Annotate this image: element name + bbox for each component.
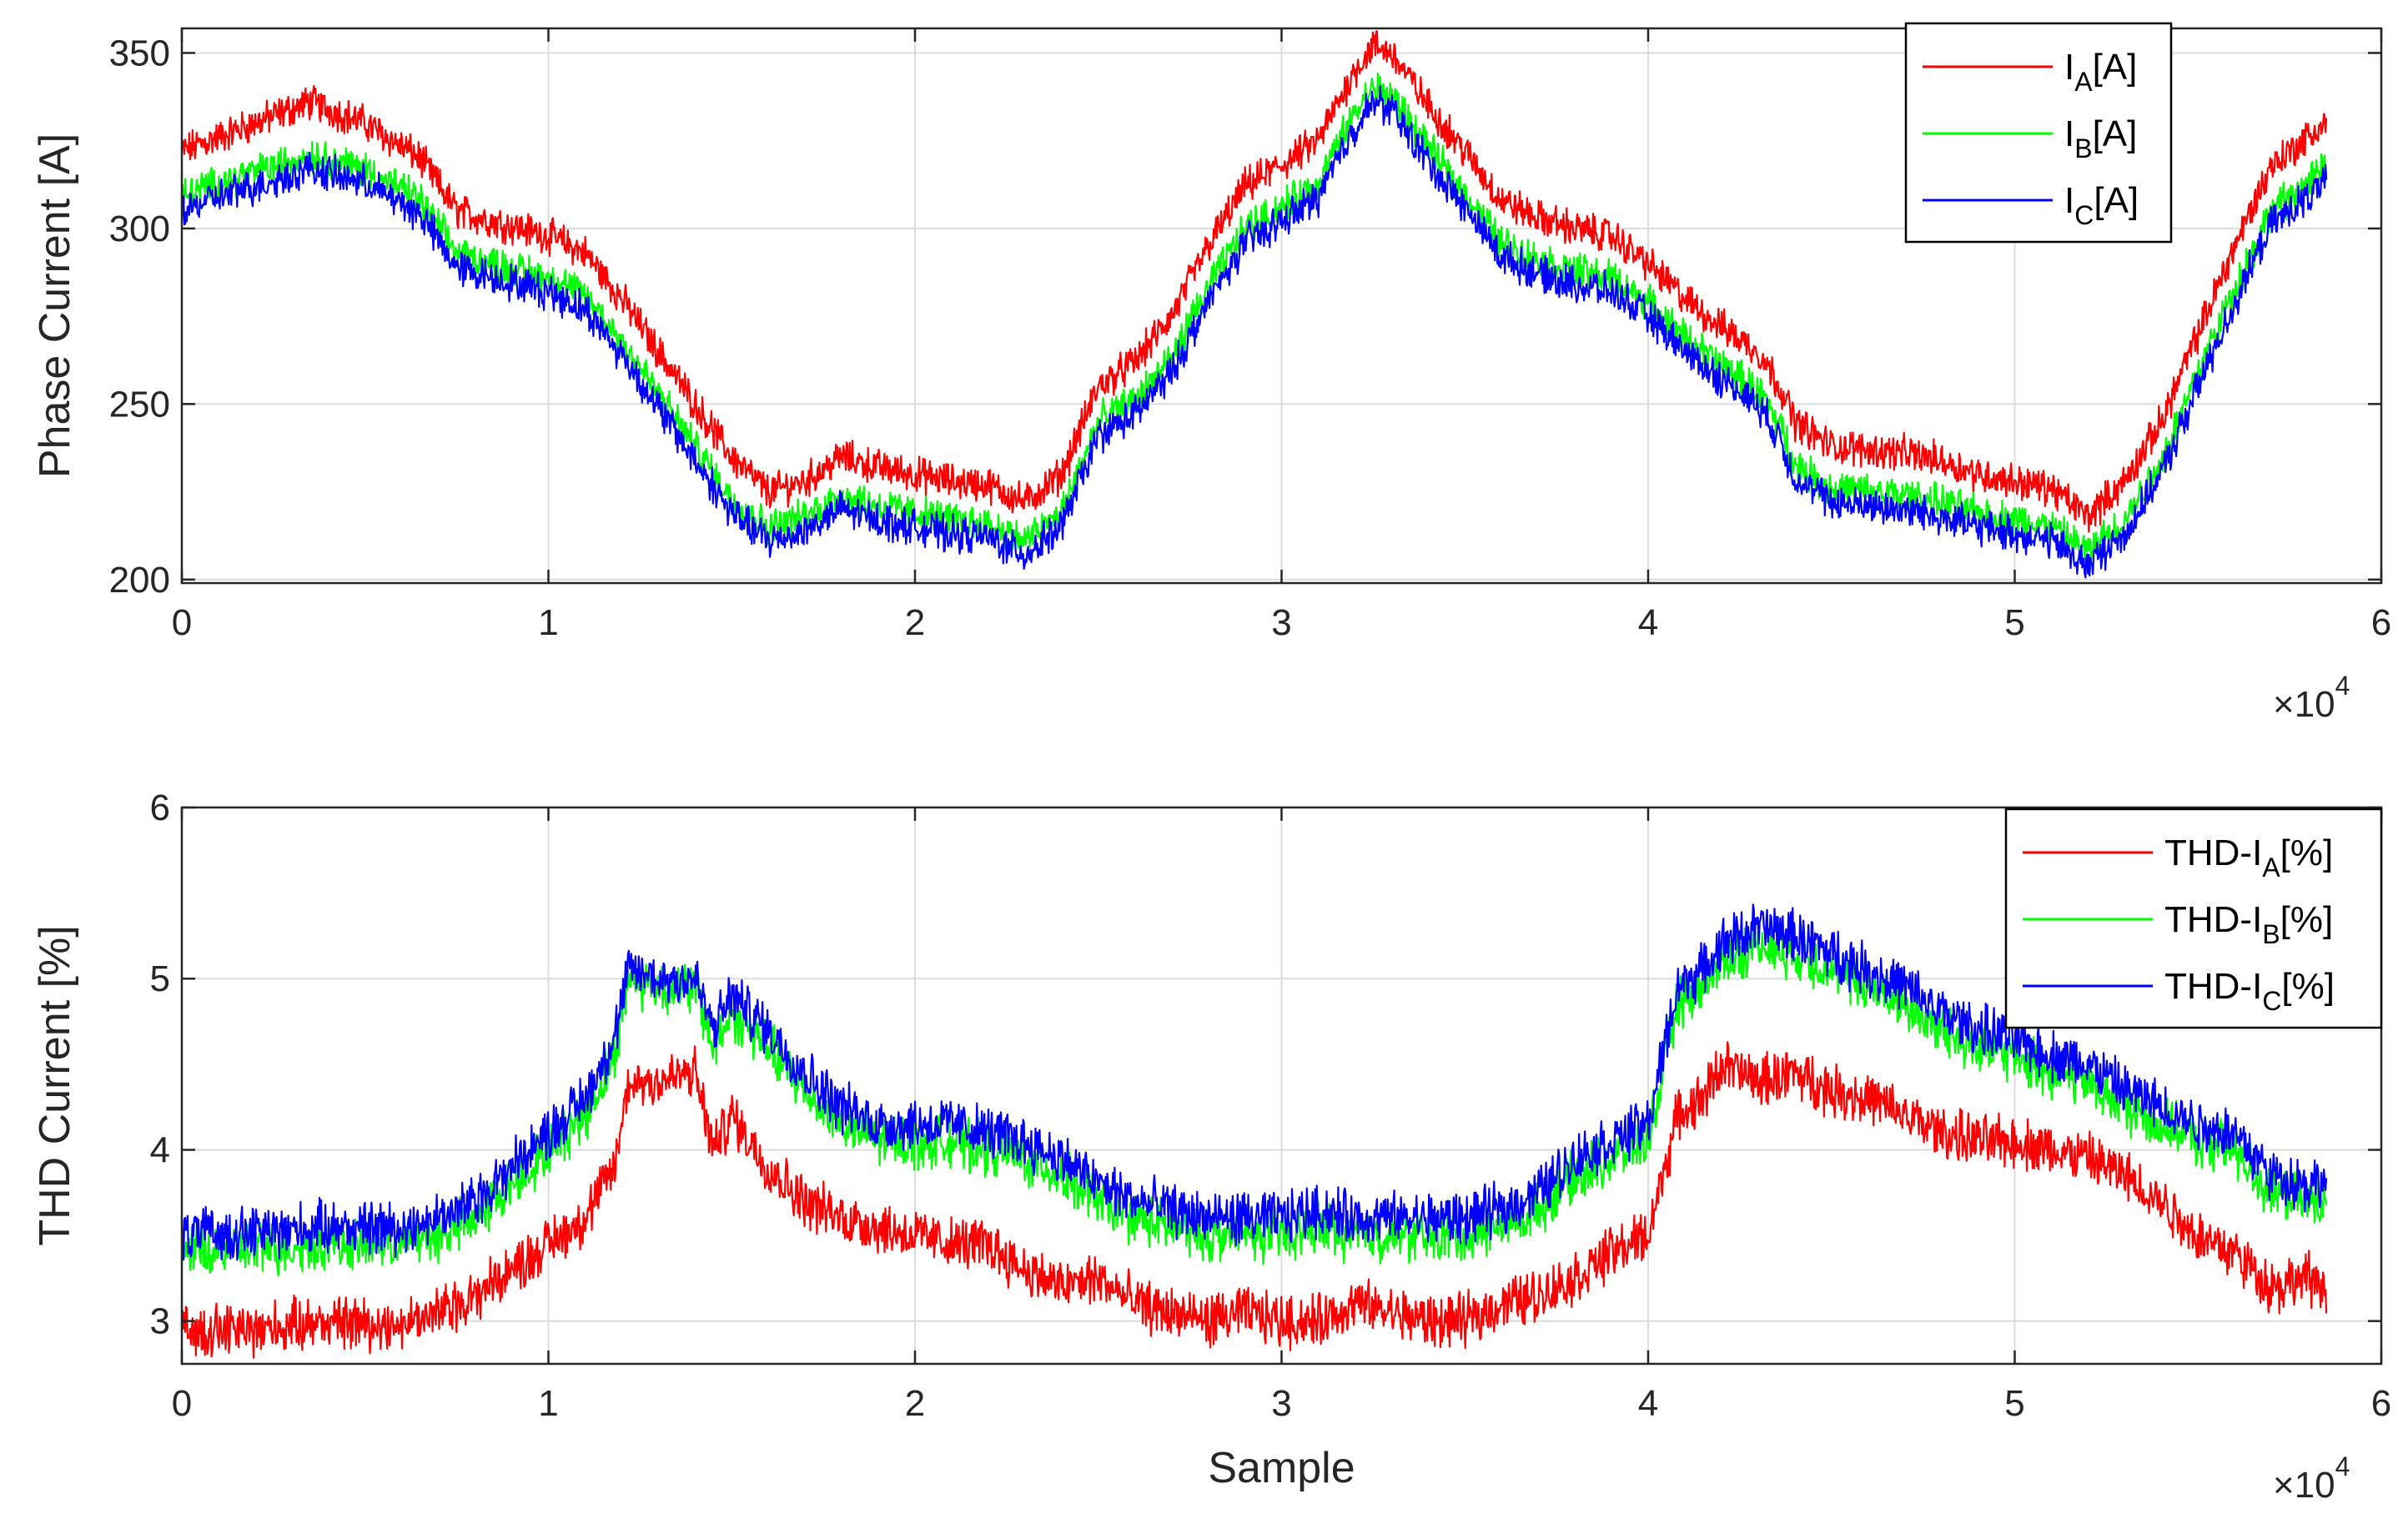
legend: THD-IA[%] THD-IB[%] THD-IC[%] xyxy=(2004,807,2383,1029)
legend-entry: IC[A] xyxy=(2064,180,2139,230)
y-tick-label: 300 xyxy=(109,209,170,249)
x-tick-label: 4 xyxy=(1638,602,1658,643)
x-tick-label: 5 xyxy=(2004,602,2024,643)
x-tick-label: 6 xyxy=(2371,1383,2391,1424)
x-tick-label: 1 xyxy=(538,1383,558,1424)
y-tick-label: 350 xyxy=(109,33,170,73)
legend-entry: THD-IB[%] xyxy=(2164,899,2333,949)
x-tick-label: 1 xyxy=(538,602,558,643)
x-tick-label: 6 xyxy=(2371,602,2391,643)
series-line-a xyxy=(180,30,2328,533)
y-tick-label: 4 xyxy=(150,1129,170,1170)
x-tick-label: 2 xyxy=(905,602,925,643)
legend-entry: IB[A] xyxy=(2064,113,2137,163)
y-tick-label: 5 xyxy=(150,958,170,999)
legend: IA[A] IB[A] IC[A] xyxy=(1904,22,2173,244)
y-axis-label: THD Current [%] xyxy=(31,925,79,1245)
legend-entry: IA[A] xyxy=(2064,47,2137,97)
x-tick-label: 5 xyxy=(2004,1383,2024,1424)
y-tick-label: 200 xyxy=(109,560,170,601)
x-tick-label: 4 xyxy=(1638,1383,1658,1424)
x-tick-label: 0 xyxy=(172,1383,192,1424)
series-line-c xyxy=(180,903,2328,1261)
y-tick-label: 250 xyxy=(109,384,170,425)
x-tick-label: 0 xyxy=(172,602,192,643)
x-axis-label: Sample xyxy=(1208,1444,1355,1492)
x-tick-label: 3 xyxy=(1271,602,1291,643)
x-tick-label: 3 xyxy=(1271,1383,1291,1424)
legend-entry: THD-IA[%] xyxy=(2164,832,2333,883)
y-axis-label: Phase Current [A] xyxy=(31,133,79,478)
series-line-c xyxy=(180,85,2328,579)
x-tick-label: 2 xyxy=(905,1383,925,1424)
y-tick-label: 6 xyxy=(150,787,170,828)
series-line-a xyxy=(180,1041,2328,1359)
legend-entry: THD-IC[%] xyxy=(2164,966,2335,1016)
y-tick-label: 3 xyxy=(150,1301,170,1342)
